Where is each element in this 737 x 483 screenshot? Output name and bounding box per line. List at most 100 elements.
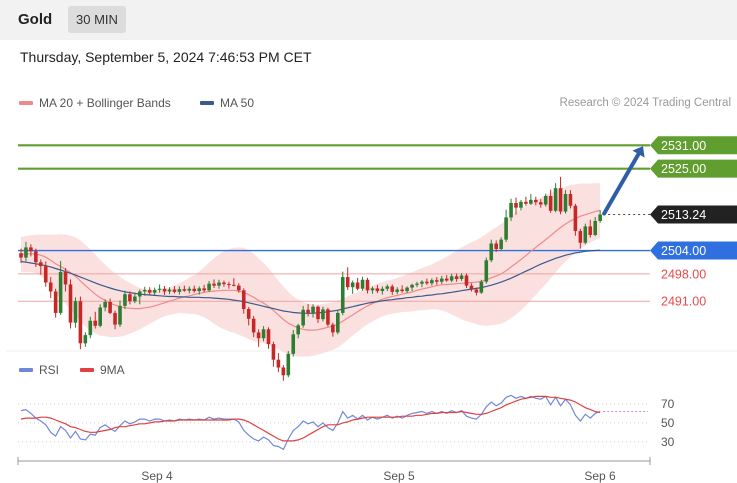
candle [543,193,548,207]
candle [78,296,83,350]
forecast-arrow-head [632,146,645,158]
candle [29,244,33,257]
legend-rsi-label: RSI [39,363,60,377]
candle [410,283,414,292]
candle [311,304,315,318]
candle [365,277,370,294]
current-label-bg-2 [650,205,737,224]
timeframe-button[interactable]: 30 MIN [68,6,126,33]
ma50-line [20,249,601,314]
candle [400,285,404,293]
candle [103,299,107,312]
candle [73,297,78,328]
candle [133,292,137,304]
candle [553,183,558,213]
ma20-line [20,209,601,331]
candle [138,289,142,305]
legend-ma20-label: MA 20 + Bollinger Bands [39,96,171,110]
candle [232,278,236,287]
candle [331,322,335,337]
target-label-bg-1 [650,159,737,178]
x-tick-label-1: Sep 5 [383,469,415,483]
candle [573,203,578,236]
candle [118,300,122,327]
candle [306,303,310,317]
forecast-arrow-shaft [602,152,641,216]
candle [147,287,152,295]
candle [534,196,538,206]
candle [162,286,167,295]
candle [548,189,553,213]
chart-panel [6,40,737,483]
candle [202,284,206,293]
legend-ma20: MA 20 + Bollinger Bands [19,96,171,110]
candle [34,248,38,267]
candle [464,273,469,288]
candle [494,240,498,253]
bollinger-band [21,183,601,357]
candle [568,190,573,209]
candle [63,268,68,292]
candle [192,285,197,293]
candle [420,280,424,288]
candle [509,198,513,221]
candle [598,210,602,223]
target-label-bg-0 [650,136,737,155]
candle [355,277,360,291]
candle [271,341,276,367]
candle [326,307,330,327]
candle [489,239,494,263]
candle [558,176,563,215]
candle [88,316,93,339]
candle [415,281,419,288]
candle [370,286,375,294]
x-tick-label-2: Sep 6 [584,469,616,483]
candle [563,190,568,214]
candle [291,330,296,357]
candle [583,223,588,245]
legend-rsi: RSI [19,363,59,377]
candle [454,273,459,282]
candle [469,283,474,292]
candle [588,219,593,238]
candle [578,228,583,249]
support-label-4: 2498.00 [661,267,706,281]
candle [538,199,543,208]
legend-ma50-label: MA 50 [220,96,255,110]
candle [375,284,380,294]
candle [266,327,271,349]
rsi-line [20,394,601,451]
candle [316,305,320,324]
candle [68,279,73,329]
legend-rsi-ma-label: 9MA [100,363,125,377]
rsi-ma-line [20,395,601,442]
candle [212,279,216,288]
candle [385,284,390,292]
candle [128,291,132,305]
candle [479,279,484,294]
candle [246,307,251,326]
target-label-1: 2525.00 [661,162,706,176]
candle [142,286,147,296]
candle [24,241,28,262]
candle [256,329,261,347]
candle [227,281,231,289]
candle [459,273,464,281]
candle [301,305,305,328]
candle [152,287,157,296]
candle [251,316,256,338]
candle [430,278,434,286]
rsi-ma-swatch [80,368,94,372]
candle [207,280,211,292]
candle [449,273,454,283]
candle [514,197,518,215]
candle [439,275,444,285]
candle [350,280,355,294]
candle [157,284,162,293]
candle [108,298,112,315]
pivot-label-3: 2504.00 [661,244,706,258]
ma50-swatch [200,101,214,105]
current-label-2: 2513.24 [661,208,706,222]
candle [499,237,503,251]
